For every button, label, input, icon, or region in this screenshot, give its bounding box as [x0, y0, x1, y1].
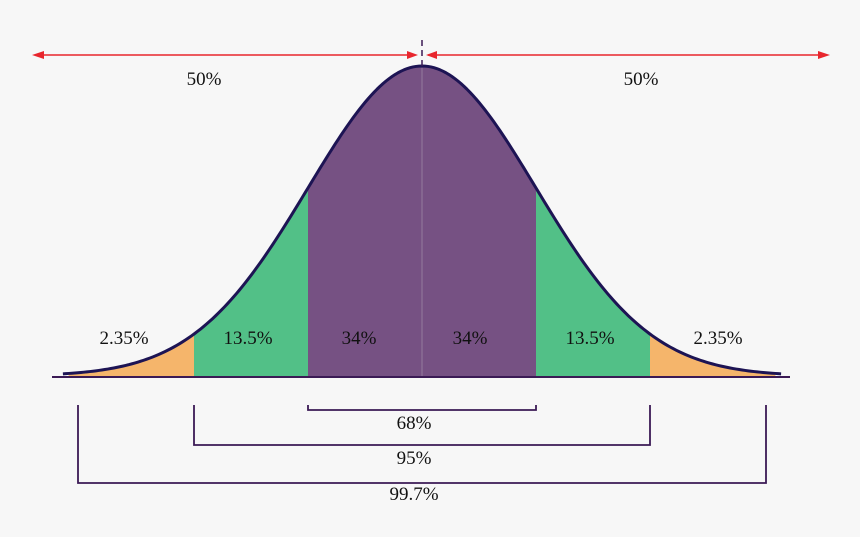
right-half-arrowhead-right [818, 51, 830, 59]
half-label-right: 50% [624, 69, 659, 90]
region-label-3: 34% [453, 328, 488, 349]
left-half-arrowhead-left [32, 51, 44, 59]
range-brackets: 68% 95% 99.7% [77, 405, 767, 505]
bracket-within-1-sd [307, 405, 537, 411]
range-label-within-1-sd: 68% [397, 413, 432, 434]
region-label-1: 13.5% [223, 328, 272, 349]
left-half-arrowhead-right [407, 51, 418, 59]
half-arrows: 50% 50% [32, 40, 830, 90]
right-half-arrowhead-left [426, 51, 437, 59]
region-label-2: 34% [342, 328, 377, 349]
range-label-within-2-sd: 95% [397, 448, 432, 469]
region-0 [68, 334, 194, 376]
bracket-within-3-sd [77, 405, 767, 484]
region-label-5: 2.35% [693, 328, 742, 349]
region-label-4: 13.5% [565, 328, 614, 349]
region-labels: 2.35% 13.5% 34% 34% 13.5% 2.35% [99, 328, 742, 349]
bracket-within-2-sd [193, 405, 651, 446]
range-label-within-3-sd: 99.7% [389, 484, 438, 505]
area-regions [68, 66, 776, 376]
half-label-left: 50% [187, 69, 222, 90]
region-5 [650, 334, 776, 376]
region-label-0: 2.35% [99, 328, 148, 349]
